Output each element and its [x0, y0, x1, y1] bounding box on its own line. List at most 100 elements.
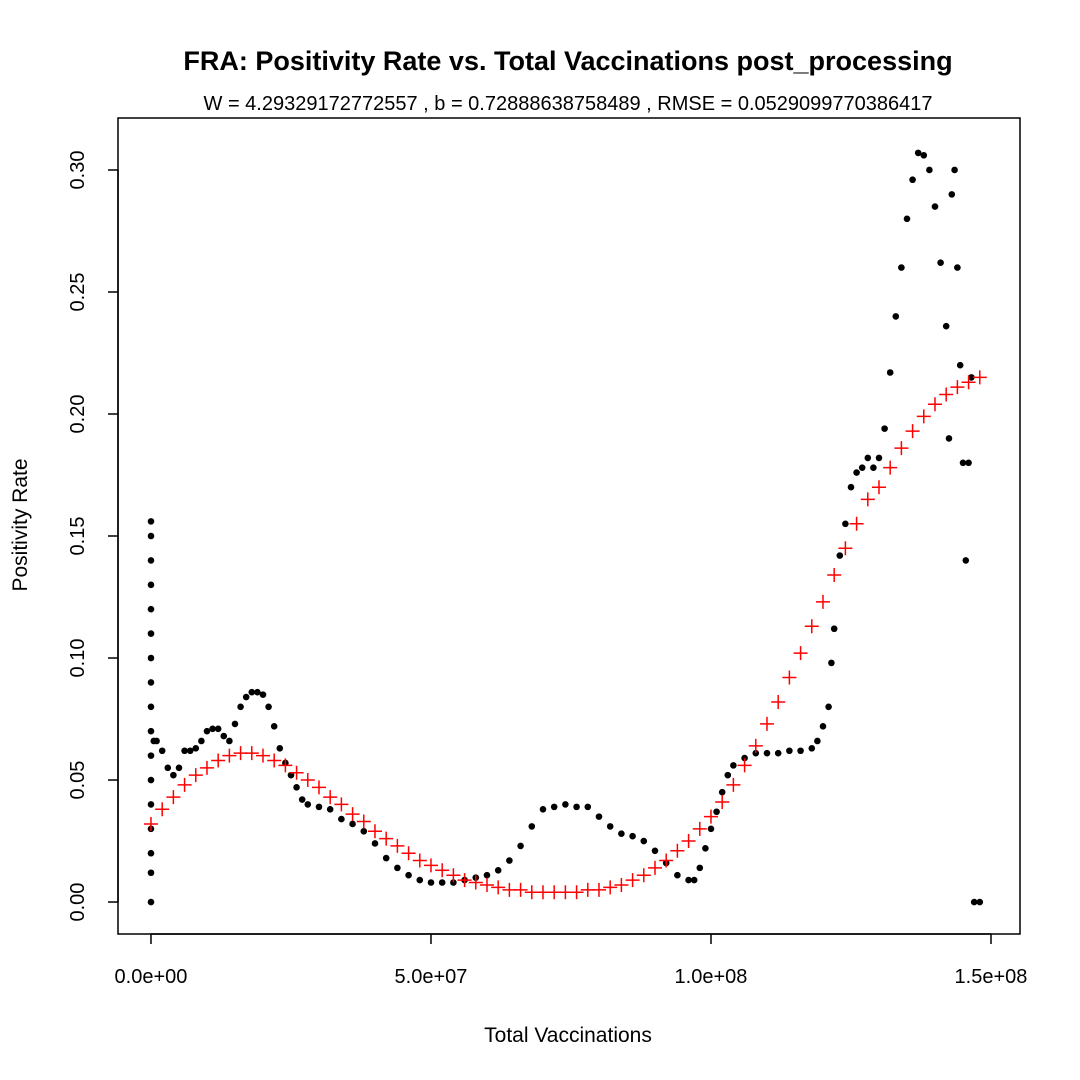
data-point — [349, 820, 356, 828]
x-tick-label: 1.0e+08 — [675, 966, 748, 988]
data-point — [254, 688, 261, 696]
model-point — [323, 790, 338, 805]
data-point — [147, 898, 155, 906]
data-point — [276, 745, 284, 752]
data-point — [528, 823, 536, 830]
data-point — [814, 737, 821, 745]
data-point — [394, 864, 401, 872]
model-point — [345, 807, 360, 822]
data-point — [730, 762, 737, 769]
data-point — [875, 454, 883, 462]
data-point — [147, 849, 155, 857]
model-point — [804, 619, 819, 634]
model-point — [782, 670, 797, 685]
data-point — [315, 803, 323, 811]
data-point — [170, 771, 177, 779]
y-axis-label: Positivity Rate — [9, 458, 32, 591]
data-point — [438, 879, 446, 886]
data-point — [797, 747, 804, 755]
model-point — [435, 863, 450, 878]
model-point — [715, 794, 730, 809]
model-point — [905, 424, 920, 439]
data-point — [242, 693, 250, 701]
data-point — [562, 801, 569, 808]
model-point — [647, 860, 662, 875]
data-point — [976, 898, 984, 906]
model-point — [972, 370, 987, 385]
data-point — [550, 803, 558, 811]
data-point — [741, 754, 748, 762]
data-point — [338, 815, 345, 823]
data-point — [226, 737, 233, 745]
x-tick-label: 0.0e+00 — [115, 966, 188, 988]
model-point — [569, 885, 584, 900]
data-point — [147, 727, 155, 735]
data-point — [595, 813, 603, 820]
x-tick-label: 1.5e+08 — [955, 966, 1028, 988]
model-point — [927, 397, 942, 412]
y-tick-label: 0.15 — [67, 517, 89, 556]
data-point — [147, 869, 155, 877]
model-point — [311, 780, 326, 795]
data-point — [192, 745, 200, 752]
model-point — [748, 738, 763, 753]
model-point — [479, 877, 494, 892]
data-point — [674, 871, 681, 879]
data-point — [836, 552, 844, 559]
data-point — [954, 264, 961, 271]
data-point — [651, 847, 659, 855]
data-point — [962, 557, 970, 564]
y-tick-label: 0.30 — [67, 151, 89, 190]
data-point — [147, 630, 155, 637]
data-point — [819, 723, 827, 730]
data-point — [898, 264, 905, 271]
model-point — [267, 753, 282, 768]
y-tick-label: 0.20 — [67, 395, 89, 434]
data-point — [231, 720, 239, 728]
model-point — [143, 816, 158, 831]
model-point — [659, 853, 674, 868]
data-point — [506, 857, 513, 864]
model-point — [681, 834, 696, 849]
data-point — [870, 464, 877, 471]
data-point — [147, 776, 155, 784]
data-point — [270, 723, 278, 730]
data-point — [147, 532, 155, 540]
data-point — [909, 176, 916, 184]
model-point — [423, 858, 438, 873]
data-point — [696, 864, 704, 872]
model-point — [961, 375, 976, 390]
data-point — [903, 215, 911, 223]
data-point — [774, 749, 782, 757]
plot-box — [117, 117, 1021, 935]
chart-subtitle: W = 4.29329172772557 , b = 0.72888638758… — [204, 93, 933, 115]
model-point — [692, 821, 707, 836]
model-point — [401, 846, 416, 861]
data-point — [945, 435, 953, 442]
data-point — [360, 827, 368, 835]
model-point — [289, 765, 304, 780]
data-point — [147, 654, 155, 662]
data-point — [864, 454, 872, 462]
model-point — [446, 868, 461, 883]
model-point — [771, 694, 786, 709]
data-point — [724, 771, 732, 779]
model-point — [636, 868, 651, 883]
model-point — [950, 380, 965, 395]
data-point — [203, 727, 211, 735]
model-point — [849, 516, 864, 531]
model-point — [894, 441, 909, 456]
model-point — [793, 646, 808, 661]
data-point — [752, 749, 760, 757]
data-point — [828, 659, 835, 667]
data-point — [808, 745, 816, 752]
data-point — [147, 801, 155, 808]
data-point — [584, 803, 592, 811]
model-point — [737, 758, 752, 773]
model-point — [827, 568, 842, 583]
data-point — [153, 737, 160, 745]
data-point — [214, 725, 222, 733]
data-point — [181, 747, 188, 755]
data-point — [147, 703, 155, 711]
data-point — [629, 832, 636, 840]
